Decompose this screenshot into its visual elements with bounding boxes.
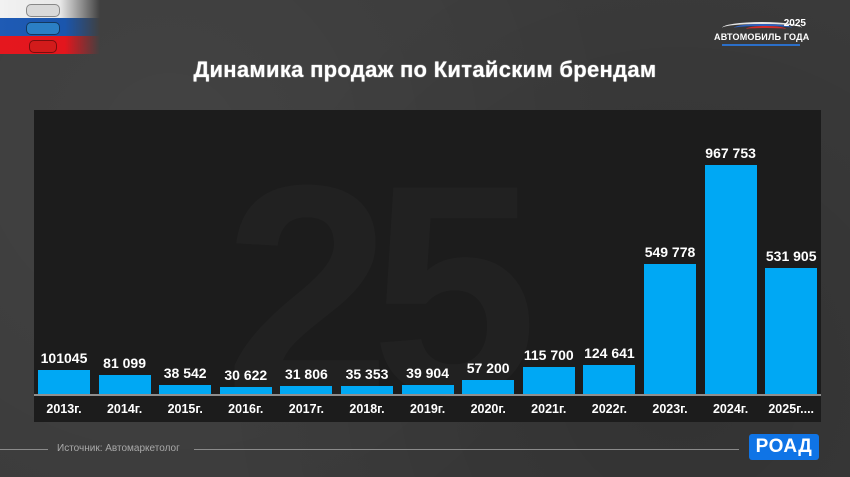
logo-year: 2025 (783, 18, 806, 29)
car-icon (29, 40, 57, 53)
bar-value-label: 39 904 (406, 365, 449, 381)
bar (38, 370, 90, 394)
x-axis-category-label: 2022г. (591, 402, 628, 416)
car-of-the-year-logo: 2025 АВТОМОБИЛЬ ГОДА (712, 18, 822, 50)
bar-value-label: 38 542 (163, 365, 207, 381)
bar (644, 264, 696, 394)
x-axis-category-label: 2017г. (288, 402, 325, 416)
x-axis-category-label: 2025г.... (768, 402, 815, 416)
bar-value-label: 549 778 (644, 244, 696, 260)
bar-value-label: 101045 (40, 350, 88, 366)
bar-value-label: 57 200 (466, 360, 510, 376)
x-axis-category-label: 2016г. (228, 402, 264, 416)
bar (219, 387, 272, 394)
divider (194, 449, 739, 450)
x-axis-category-label: 2014г. (106, 402, 143, 416)
divider (0, 449, 48, 450)
bar (98, 375, 151, 394)
bar (341, 386, 393, 394)
bar-value-label: 115 700 (523, 347, 574, 363)
bar (765, 268, 818, 394)
bar-value-label: 31 806 (284, 366, 328, 382)
x-axis-category-label: 2024г. (712, 402, 749, 416)
bar-value-label: 967 753 (705, 145, 756, 161)
bar-value-label: 531 905 (765, 248, 817, 264)
bar-value-label: 124 641 (584, 345, 635, 361)
x-axis-category-label: 2015г. (167, 402, 203, 416)
source-text: Источник: Автомаркетолог (57, 443, 180, 454)
bar (522, 367, 575, 394)
x-axis-category-label: 2018г. (349, 402, 385, 416)
road-logo: РОАД (749, 434, 819, 460)
x-axis-category-label: 2020г. (470, 402, 506, 416)
car-icon (26, 4, 60, 17)
bar (401, 385, 454, 394)
x-axis-category-label: 2021г. (531, 402, 567, 416)
car-icon (26, 22, 60, 35)
x-axis-category-label: 2023г. (652, 402, 688, 416)
logo-stripe-blue (734, 24, 792, 32)
russian-flag-icon (0, 0, 100, 54)
bar-value-label: 30 622 (224, 367, 268, 383)
x-axis-baseline (34, 394, 821, 396)
logo-name: АВТОМОБИЛЬ ГОДА (714, 32, 810, 42)
bar-value-label: 35 353 (345, 366, 389, 382)
bar (704, 165, 757, 394)
bar (280, 386, 333, 394)
logo-underline (722, 44, 800, 46)
chart-title: Динамика продаж по Китайским брендам (193, 57, 657, 82)
bar (462, 380, 515, 394)
x-axis-category-label: 2013г. (46, 402, 82, 416)
car-silhouette-icon (722, 22, 802, 34)
bar (159, 385, 212, 394)
x-axis-category-label: 2019г. (409, 402, 446, 416)
bar-value-label: 81 099 (103, 355, 146, 371)
logo-stripe-red (746, 26, 786, 32)
bar (583, 365, 636, 394)
